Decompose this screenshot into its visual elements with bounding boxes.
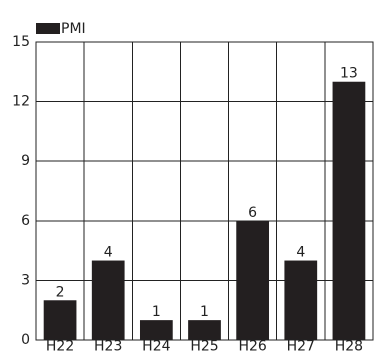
legend-label-pmi: PMI [61,21,86,37]
bar-value-label-h22: 2 [56,284,65,300]
bar-h24 [139,320,173,340]
y-tick-label: 6 [21,213,30,229]
bar-value-label-h25: 1 [200,304,209,320]
x-tick-label-h27: H27 [287,339,315,354]
y-tick-label: 9 [21,153,30,169]
y-tick-label: 0 [21,332,30,348]
gridlines [36,42,373,340]
bar-h23 [91,260,125,340]
x-tick-label-h24: H24 [142,339,170,354]
bar-value-label-h27: 4 [296,245,305,261]
legend: PMI [36,21,86,37]
y-tick-label: 3 [21,272,30,288]
x-tick-label-h28: H28 [335,339,363,354]
bar-h27 [284,260,318,340]
x-tick-label-h26: H26 [238,339,266,354]
y-tick-label: 15 [12,34,30,50]
bar-value-label-h26: 6 [248,205,257,221]
value-labels: 2 4 1 1 6 4 13 [56,66,358,320]
legend-swatch-pmi [36,23,60,34]
x-tick-label-h23: H23 [94,339,122,354]
x-tick-label-h25: H25 [190,339,218,354]
x-tick-label-h22: H22 [46,339,74,354]
y-tick-label: 12 [12,94,30,110]
bar-value-label-h28: 13 [340,66,358,82]
bar-h28 [332,81,366,340]
bars [43,81,366,340]
bar-h22 [43,300,77,340]
bar-h25 [188,320,221,340]
x-axis-labels: H22 H23 H24 H25 H26 H27 H28 [46,339,363,354]
bar-h26 [236,220,270,340]
bar-value-label-h24: 1 [152,304,161,320]
y-axis-ticks: 0 3 6 9 12 15 [12,34,30,348]
bar-value-label-h23: 4 [104,245,113,261]
plot-frame [35,41,374,341]
